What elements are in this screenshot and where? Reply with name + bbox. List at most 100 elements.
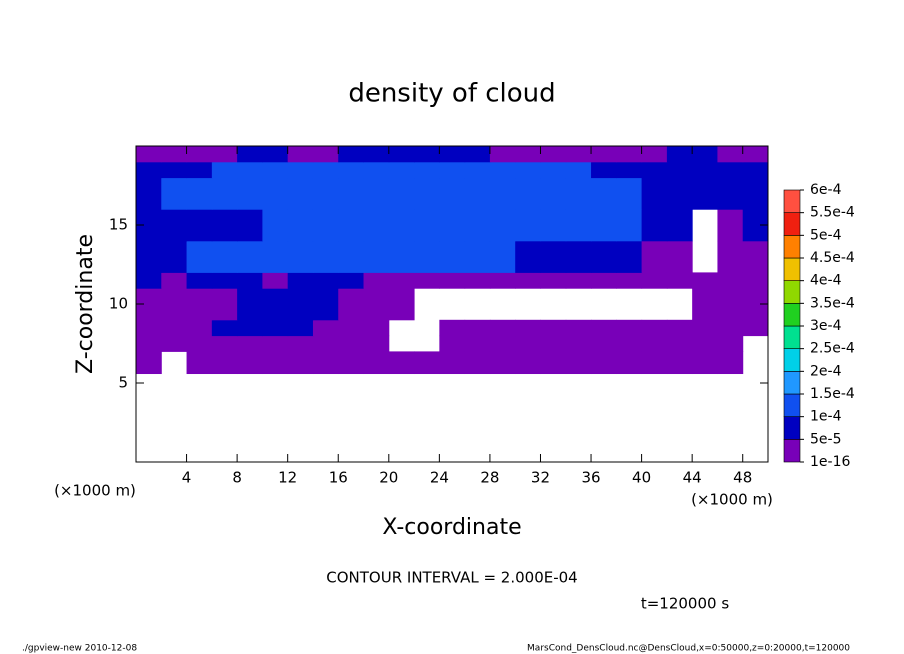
contour-cell bbox=[616, 351, 643, 375]
contour-cell bbox=[692, 335, 718, 352]
contour-cell bbox=[262, 288, 289, 321]
contour-cell bbox=[211, 240, 238, 273]
contour-cell bbox=[439, 272, 466, 289]
contour-cell bbox=[439, 319, 466, 337]
contour-cell bbox=[388, 209, 415, 242]
contour-cell bbox=[363, 319, 390, 337]
colorbar-box bbox=[783, 393, 801, 417]
contour-cell bbox=[338, 351, 365, 375]
contour-cell bbox=[287, 319, 314, 337]
time-label: t=120000 s bbox=[641, 595, 729, 613]
contour-cell bbox=[515, 272, 541, 289]
colorbar-label: 5.5e-4 bbox=[810, 205, 855, 221]
colorbar-box bbox=[783, 371, 801, 395]
contour-cell bbox=[692, 272, 718, 289]
contour-cell bbox=[312, 351, 339, 375]
contour-cell bbox=[464, 177, 491, 210]
contour-cell bbox=[338, 161, 365, 179]
colorbar-box bbox=[783, 348, 801, 372]
contour-cell bbox=[489, 319, 516, 337]
contour-cell bbox=[388, 177, 415, 210]
contour-cell bbox=[717, 177, 744, 210]
x-tick-label: 20 bbox=[379, 469, 398, 487]
contour-cell bbox=[565, 319, 592, 337]
contour-cell bbox=[186, 177, 213, 210]
contour-cell bbox=[262, 177, 289, 210]
contour-cell bbox=[515, 177, 541, 210]
contour-cell bbox=[616, 146, 643, 163]
contour-cell bbox=[136, 146, 162, 163]
contour-cell bbox=[666, 351, 693, 375]
colorbar-box bbox=[783, 325, 801, 349]
contour-cell bbox=[666, 161, 693, 179]
contour-cell bbox=[717, 161, 744, 179]
contour-cell bbox=[641, 177, 668, 210]
contour-cell bbox=[414, 146, 440, 163]
contour-cell bbox=[363, 240, 390, 273]
contour-cell bbox=[439, 161, 466, 179]
contour-cell bbox=[489, 335, 516, 352]
contour-cell bbox=[338, 319, 365, 337]
contour-cell bbox=[616, 177, 643, 210]
contour-cell bbox=[161, 240, 188, 273]
contour-cell bbox=[161, 288, 188, 321]
contour-cell bbox=[287, 288, 314, 321]
contour-cell bbox=[616, 319, 643, 337]
contour-cell bbox=[692, 177, 718, 210]
x-tick-label: 28 bbox=[480, 469, 499, 487]
contour-cell bbox=[161, 146, 188, 163]
contour-cell bbox=[591, 272, 617, 289]
contour-cell bbox=[641, 319, 668, 337]
contour-cell bbox=[312, 319, 339, 337]
contour-cell bbox=[287, 351, 314, 375]
colorbar-label: 3e-4 bbox=[810, 318, 842, 334]
contour-cell bbox=[515, 146, 541, 163]
contour-cell bbox=[717, 209, 744, 242]
contour-cell bbox=[211, 319, 238, 337]
footer-right: MarsCond_DensCloud.nc@DensCloud,x=0:5000… bbox=[527, 644, 850, 654]
contour-cell bbox=[262, 351, 289, 375]
contour-cell bbox=[641, 351, 668, 375]
contour-cell bbox=[312, 177, 339, 210]
contour-cell bbox=[641, 209, 668, 242]
contour-cell bbox=[186, 351, 213, 375]
contour-cell bbox=[338, 146, 365, 163]
contour-cell bbox=[717, 288, 744, 321]
contour-cell bbox=[312, 146, 339, 163]
contour-cell bbox=[186, 161, 213, 179]
contour-cell bbox=[489, 161, 516, 179]
contour-cell bbox=[312, 272, 339, 289]
contour-cell bbox=[161, 335, 188, 352]
colorbar-box bbox=[783, 212, 801, 236]
colorbar-label: 1e-16 bbox=[810, 454, 850, 470]
colorbar-label: 3.5e-4 bbox=[810, 295, 855, 311]
colorbar-label: 4e-4 bbox=[810, 273, 842, 289]
contour-cell bbox=[692, 161, 718, 179]
x-unit: (×1000 m) bbox=[691, 491, 773, 509]
contour-cell bbox=[666, 272, 693, 289]
colorbar-label: 6e-4 bbox=[810, 182, 842, 198]
colorbar-box bbox=[783, 189, 801, 213]
contour-cell bbox=[363, 272, 390, 289]
contour-cell bbox=[237, 288, 263, 321]
contour-cell bbox=[237, 161, 263, 179]
contour-cell bbox=[591, 177, 617, 210]
contour-cell bbox=[287, 240, 314, 273]
contour-cell bbox=[262, 272, 289, 289]
contour-cell bbox=[591, 146, 617, 163]
contour-cell bbox=[439, 335, 466, 352]
contour-cell bbox=[363, 351, 390, 375]
contour-cell bbox=[540, 161, 567, 179]
contour-cell bbox=[717, 335, 744, 352]
contour-cell bbox=[312, 209, 339, 242]
contour-cell bbox=[414, 351, 440, 375]
contour-cell bbox=[186, 209, 213, 242]
contour-cell bbox=[666, 335, 693, 352]
contour-cell bbox=[136, 240, 162, 273]
contour-interval: CONTOUR INTERVAL = 2.000E-04 bbox=[326, 569, 577, 587]
contour-cell bbox=[211, 335, 238, 352]
contour-cell bbox=[489, 351, 516, 375]
contour-cell bbox=[489, 240, 516, 273]
contour-cell bbox=[161, 177, 188, 210]
